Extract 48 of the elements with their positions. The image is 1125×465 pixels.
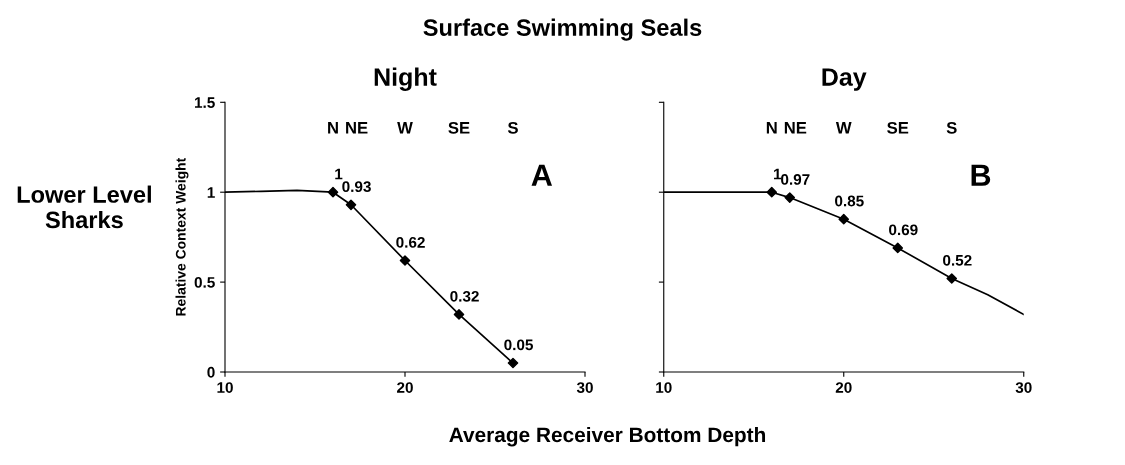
data-label: 0.05 — [504, 339, 533, 351]
y-axis-title: Relative Context Weight — [175, 157, 189, 316]
data-label: 0.85 — [835, 195, 864, 207]
annotation: A — [531, 164, 553, 186]
y-tick-label: 0 — [207, 366, 215, 378]
annotation: NE — [784, 122, 807, 134]
annotation: B — [971, 164, 991, 186]
annotation: W — [397, 122, 413, 134]
point — [784, 192, 796, 203]
data-label: 0.62 — [396, 236, 425, 248]
annotation: NE — [346, 122, 368, 134]
point — [399, 255, 411, 266]
x-tick-label: 30 — [1015, 382, 1032, 393]
point — [892, 242, 904, 254]
data-label: 0.69 — [889, 224, 918, 236]
x-tick-label: 10 — [217, 382, 233, 393]
point — [766, 186, 778, 198]
y-tick-label: 0.5 — [194, 276, 215, 288]
data-label: 1 — [774, 168, 782, 180]
annotation: W — [835, 122, 852, 134]
x-tick-label: 30 — [576, 382, 593, 393]
x-axis-title: Average Receiver Bottom Depth — [449, 426, 766, 447]
data-label: 1 — [335, 168, 343, 180]
data-label: 0.97 — [781, 174, 810, 185]
point — [507, 357, 519, 369]
chart-subtitle: Night — [374, 67, 437, 91]
point — [838, 213, 850, 225]
annotation: SE — [887, 121, 909, 134]
annotation: S — [946, 121, 957, 134]
y-tick-label: 1 — [207, 187, 215, 198]
annotation: SE — [448, 121, 470, 134]
point — [327, 186, 339, 198]
data-label: 0.32 — [450, 290, 479, 302]
text: Lower Level Sharks — [17, 185, 151, 229]
point — [453, 309, 465, 320]
data-label: 0.52 — [943, 254, 972, 266]
x-tick-label: 20 — [835, 382, 852, 393]
point — [946, 273, 958, 284]
point — [345, 199, 357, 211]
y-tick-label: 1.5 — [195, 97, 215, 108]
x-tick-label: 10 — [656, 382, 672, 393]
annotation: N — [328, 122, 338, 134]
chart-subtitle: Day — [822, 68, 867, 91]
data-label: 0.93 — [342, 181, 371, 193]
chart-title: Surface Swimming Seals — [423, 18, 702, 41]
annotation: S — [507, 121, 518, 134]
x-tick-label: 20 — [397, 382, 413, 393]
annotation: N — [766, 122, 777, 134]
